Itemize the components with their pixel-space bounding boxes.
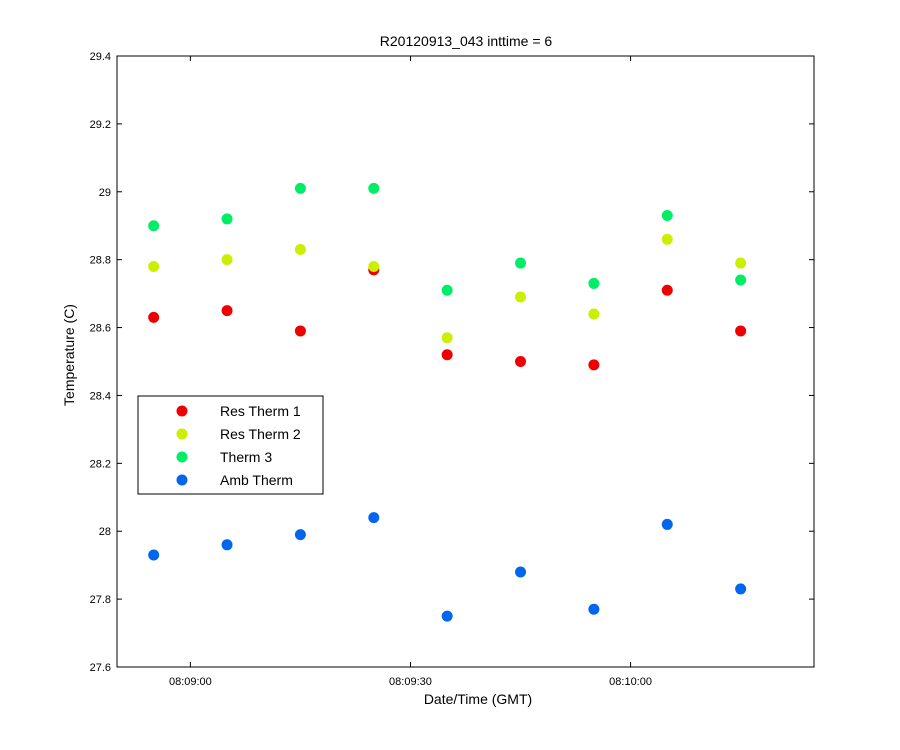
point-amb-therm (148, 549, 160, 561)
point-res-therm-2 (294, 243, 306, 255)
y-tick-label: 28.6 (90, 323, 111, 335)
point-amb-therm (588, 603, 600, 615)
y-tick-label: 28.2 (90, 458, 111, 470)
point-therm-3 (441, 284, 453, 296)
point-res-therm-1 (735, 325, 747, 337)
y-tick-label: 28 (99, 526, 111, 538)
legend-marker-amb-therm (176, 474, 188, 486)
legend-marker-therm-3 (176, 451, 188, 463)
point-res-therm-2 (441, 332, 453, 344)
legend-marker-res-therm-1 (176, 405, 188, 417)
point-res-therm-1 (588, 359, 600, 371)
point-amb-therm (735, 583, 747, 595)
y-tick-label: 28.4 (90, 390, 111, 402)
legend-label-res-therm-1: Res Therm 1 (220, 403, 301, 419)
x-axis: 08:09:00 08:09:30 08:10:00 (169, 56, 652, 688)
point-therm-3 (148, 220, 160, 232)
x-tick-label: 08:10:00 (609, 676, 652, 688)
point-res-therm-1 (515, 356, 527, 367)
point-res-therm-1 (441, 349, 453, 361)
legend-label-amb-therm: Amb Therm (220, 472, 293, 488)
y-tick-label: 27.6 (90, 662, 111, 674)
data-points (148, 182, 747, 622)
point-res-therm-2 (368, 260, 380, 272)
x-tick-label: 08:09:30 (389, 676, 432, 688)
y-tick-label: 28.8 (90, 255, 111, 267)
y-axis: 27.6 27.8 28 28.2 28.4 28.6 28.8 29 29.2 29.4 (90, 51, 814, 674)
y-tick-label: 27.8 (90, 594, 111, 606)
point-therm-3 (294, 182, 306, 194)
x-axis-label: Date/Time (GMT) (424, 691, 532, 707)
point-res-therm-1 (221, 305, 233, 317)
point-therm-3 (221, 213, 233, 225)
point-therm-3 (661, 210, 673, 222)
point-res-therm-1 (661, 284, 673, 296)
legend-label-therm-3: Therm 3 (220, 449, 272, 465)
y-tick-label: 29.4 (90, 51, 111, 63)
x-tick-label: 08:09:00 (169, 676, 212, 688)
point-res-therm-2 (735, 257, 747, 269)
point-amb-therm (441, 610, 453, 622)
legend-label-res-therm-2: Res Therm 2 (220, 426, 301, 442)
point-amb-therm (294, 529, 306, 541)
point-amb-therm (221, 539, 233, 551)
point-res-therm-2 (588, 308, 600, 320)
legend-marker-res-therm-2 (176, 428, 188, 440)
point-amb-therm (661, 518, 673, 530)
y-tick-label: 29 (99, 187, 111, 199)
point-therm-3 (515, 257, 527, 269)
point-amb-therm (515, 566, 527, 578)
point-therm-3 (588, 277, 600, 289)
point-res-therm-2 (515, 291, 527, 303)
point-res-therm-2 (148, 260, 160, 272)
point-res-therm-2 (661, 233, 673, 245)
point-therm-3 (735, 274, 747, 286)
y-axis-label: Temperature (C) (61, 304, 77, 406)
point-res-therm-1 (294, 325, 306, 337)
y-tick-label: 29.2 (90, 119, 111, 131)
chart-title: R20120913_043 inttime = 6 (380, 33, 553, 49)
point-res-therm-1 (148, 311, 160, 323)
point-res-therm-2 (221, 254, 233, 266)
legend: Res Therm 1 Res Therm 2 Therm 3 Amb Therm (137, 395, 324, 495)
point-therm-3 (368, 182, 380, 194)
legend-box (137, 395, 324, 495)
point-amb-therm (368, 512, 380, 524)
plot-area (116, 55, 815, 668)
